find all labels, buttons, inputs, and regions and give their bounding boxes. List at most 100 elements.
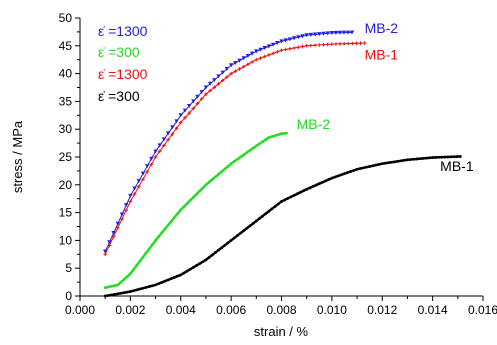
data-point — [149, 156, 154, 161]
series-line — [104, 155, 461, 298]
data-point — [321, 31, 326, 36]
data-point — [280, 132, 283, 136]
data-point — [166, 278, 170, 282]
x-tick-label: 0.000 — [65, 303, 95, 317]
data-point — [355, 167, 359, 171]
data-point — [201, 260, 205, 264]
data-point — [220, 78, 225, 83]
data-point — [399, 159, 403, 163]
data-point — [157, 282, 161, 286]
data-point — [128, 290, 132, 293]
data-point — [282, 131, 286, 135]
data-point — [128, 272, 132, 276]
data-point — [229, 162, 233, 166]
data-point — [182, 205, 186, 209]
data-point — [170, 132, 175, 136]
legend-item-red: ε̇ =1300 — [98, 66, 148, 82]
data-point — [224, 66, 230, 71]
data-point — [311, 185, 315, 188]
data-point — [251, 221, 255, 225]
data-point — [199, 97, 204, 101]
x-tick-label: 0.004 — [166, 303, 196, 317]
data-point — [289, 195, 293, 199]
data-point — [342, 41, 346, 46]
data-point — [343, 172, 346, 176]
data-point — [458, 155, 462, 158]
legend-item-blue: ε̇ =1300 — [98, 23, 148, 39]
x-tick-label: 0.006 — [216, 303, 246, 317]
x-tick-label: 0.012 — [367, 303, 397, 317]
data-point — [174, 119, 179, 124]
x-tick-label: 0.002 — [115, 303, 145, 317]
data-point — [153, 155, 158, 159]
data-point — [418, 157, 422, 161]
data-point — [179, 273, 183, 277]
data-point — [128, 199, 133, 204]
data-point — [149, 162, 154, 167]
data-point — [396, 159, 400, 163]
data-point — [232, 236, 236, 240]
data-point — [217, 172, 220, 176]
series-3 — [103, 155, 462, 298]
data-point — [226, 241, 230, 245]
data-point — [409, 158, 412, 161]
data-point — [223, 167, 227, 171]
data-point — [195, 94, 200, 99]
data-point — [415, 157, 419, 161]
data-point — [239, 231, 242, 235]
data-point — [317, 32, 322, 37]
data-point — [204, 258, 208, 262]
data-point — [201, 186, 205, 190]
data-point — [254, 144, 258, 148]
data-point — [262, 46, 267, 51]
data-point — [151, 284, 154, 288]
data-point — [371, 164, 375, 168]
data-point — [136, 184, 141, 189]
data-point — [204, 183, 208, 187]
data-point — [163, 227, 167, 231]
data-point — [132, 186, 137, 191]
data-point — [198, 262, 202, 266]
data-point — [285, 131, 288, 135]
x-tick-label: 0.008 — [266, 303, 296, 317]
data-point — [199, 90, 204, 95]
series-2 — [103, 131, 288, 290]
data-point — [145, 170, 149, 174]
data-point — [245, 53, 251, 58]
data-point — [195, 101, 200, 106]
data-point — [254, 219, 258, 223]
data-point — [327, 178, 331, 181]
data-point — [110, 284, 113, 288]
data-point — [412, 157, 416, 161]
data-point — [111, 234, 116, 239]
data-point — [271, 51, 275, 56]
data-point — [239, 155, 242, 159]
data-point — [217, 248, 220, 252]
data-point — [317, 182, 321, 186]
data-point — [237, 67, 242, 71]
data-point — [233, 60, 238, 65]
y-tick-label: 40 — [59, 67, 73, 81]
data-point — [136, 179, 141, 184]
data-point — [440, 155, 444, 159]
data-point — [424, 156, 428, 160]
data-point — [304, 33, 309, 38]
data-point — [103, 252, 107, 257]
data-point — [292, 46, 296, 50]
data-point — [309, 43, 313, 48]
data-point — [173, 275, 176, 279]
data-point — [273, 134, 277, 137]
data-point — [216, 82, 221, 86]
data-point — [345, 30, 351, 35]
data-point — [187, 111, 191, 115]
data-point — [308, 32, 314, 37]
data-point — [188, 199, 192, 202]
data-point — [267, 53, 271, 57]
data-point — [170, 125, 175, 130]
data-point — [339, 173, 343, 177]
data-point — [207, 256, 211, 259]
annotation-mb1-red: MB-1 — [365, 47, 399, 63]
data-point — [264, 138, 268, 142]
data-point — [232, 160, 236, 163]
data-point — [312, 32, 318, 37]
